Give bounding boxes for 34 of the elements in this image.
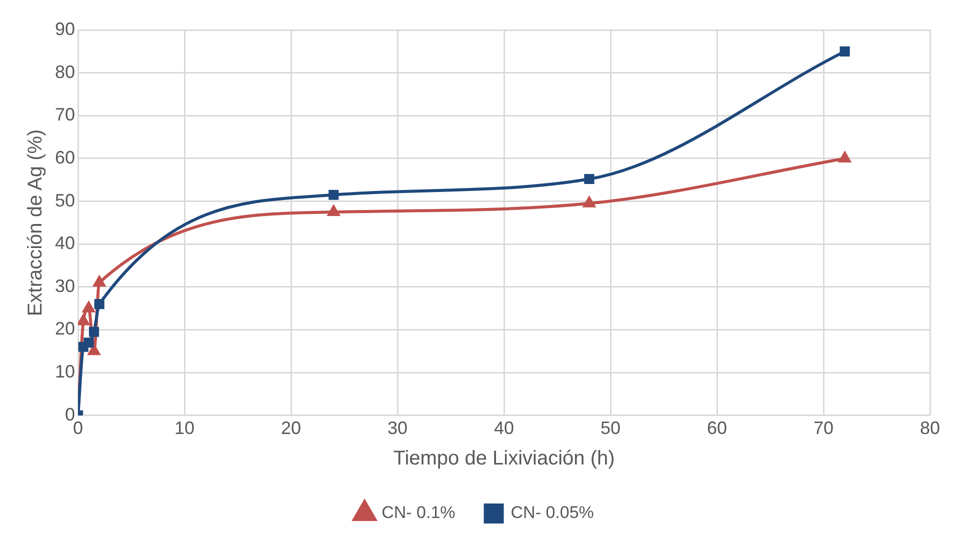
x-tick-label: 10: [174, 418, 195, 438]
y-tick-label: 0: [65, 404, 76, 424]
point: [328, 205, 340, 216]
y-tick-label: 60: [54, 147, 76, 168]
x-tick-label: 40: [494, 418, 514, 438]
legend-label: CN- 0.05%: [510, 503, 594, 522]
y-tick-label: 20: [54, 318, 76, 339]
point: [583, 196, 596, 208]
point: [93, 276, 106, 287]
x-tick-label: 20: [281, 418, 302, 438]
point: [94, 299, 104, 310]
point: [584, 174, 594, 184]
point: [82, 302, 94, 312]
point: [84, 338, 94, 348]
x-tick-label: 30: [388, 418, 408, 438]
y-tick-label: 50: [54, 190, 76, 210]
point: [88, 326, 100, 337]
y-tick-label: 30: [54, 276, 76, 296]
x-tick-label: 80: [920, 418, 940, 438]
x-axis-title: Tiempo de Lixiviación (h): [393, 448, 615, 470]
y-tick-label: 80: [54, 62, 76, 82]
y-axis-title: Extracción de Ag (%): [24, 129, 47, 316]
legend-label: CN- 0.1%: [382, 503, 456, 522]
y-tick-label: 90: [54, 18, 76, 39]
x-tick-label: 70: [813, 418, 834, 438]
x-tick-label: 50: [600, 418, 621, 438]
y-tick-label: 10: [54, 362, 76, 382]
x-tick-label: 60: [706, 418, 728, 438]
y-tick-label: 40: [54, 233, 76, 254]
point: [840, 46, 850, 56]
point: [78, 314, 90, 326]
point: [838, 152, 851, 162]
y-tick-label: 70: [54, 104, 76, 125]
point: [328, 190, 339, 200]
